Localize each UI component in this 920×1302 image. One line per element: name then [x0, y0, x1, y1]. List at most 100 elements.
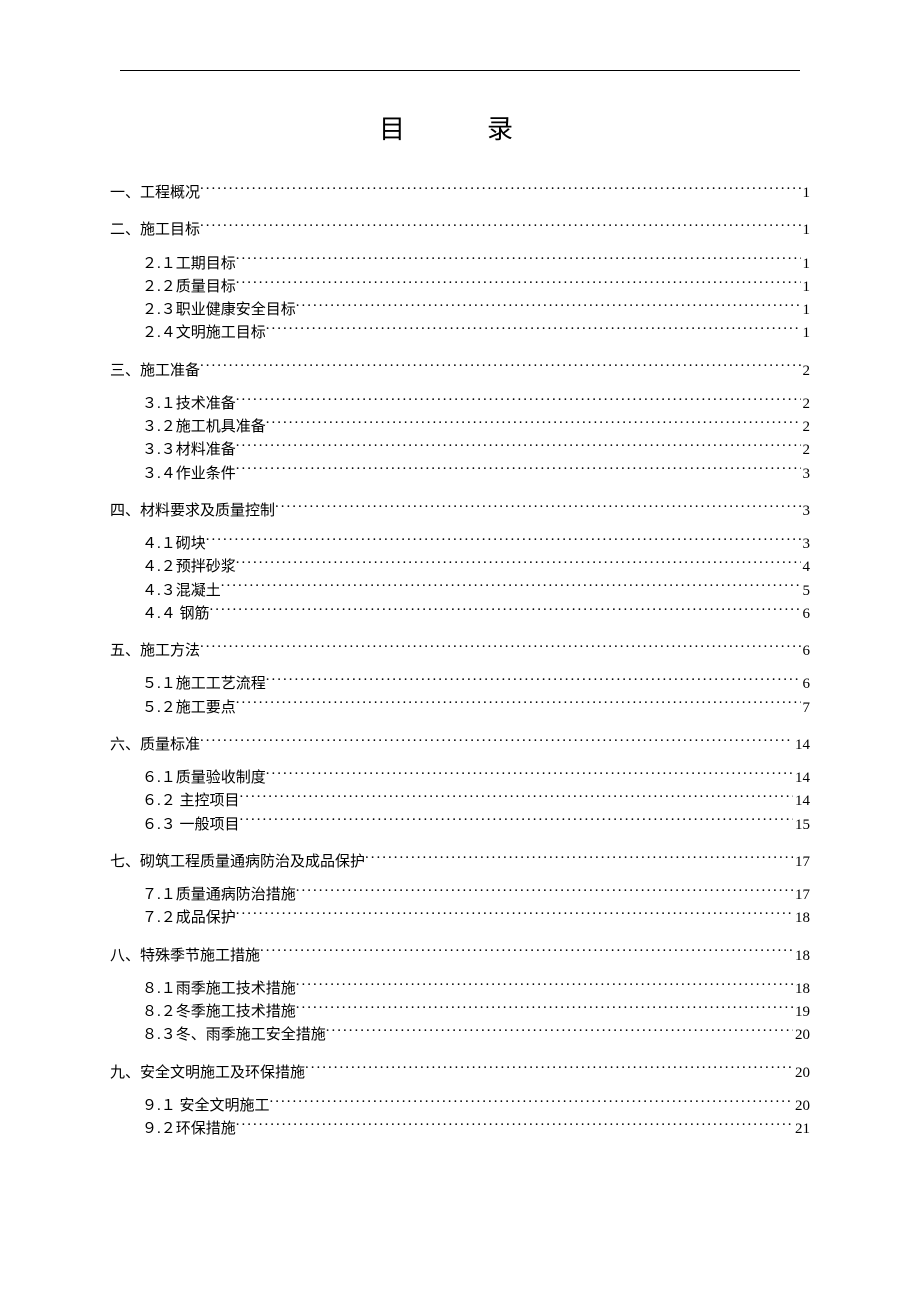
toc-entry-page: 3 [801, 533, 811, 556]
toc-entry-l1-5: 六、质量标准 14 [110, 734, 810, 757]
toc-entry-l1-4: 五、施工方法 6 [110, 640, 810, 663]
toc-leader-dots [236, 1118, 793, 1133]
toc-entry-label: ４.２预拌砂浆 [142, 556, 236, 579]
toc-subsection-group: ６.１质量验收制度14６.２ 主控项目14６.３ 一般项目15 [110, 767, 810, 837]
toc-entry-l2-2-2: ３.３材料准备 2 [110, 439, 810, 462]
toc-entry-l2-3-1: ４.２预拌砂浆 4 [110, 556, 810, 579]
toc-entry-label: ８.１雨季施工技术措施 [142, 978, 296, 1001]
toc-entry-label: 六、质量标准 [110, 734, 200, 757]
toc-entry-page: 6 [801, 640, 811, 663]
toc-section: 一、工程概况1 [110, 182, 810, 205]
toc-entry-l2-7-0: ８.１雨季施工技术措施 18 [110, 978, 810, 1001]
toc-entry-page: 2 [801, 439, 811, 462]
toc-entry-label: ４.３混凝土 [142, 580, 221, 603]
toc-entry-page: 20 [793, 1095, 810, 1118]
toc-entry-l1-2: 三、施工准备2 [110, 360, 810, 383]
toc-entry-label: ６.３ 一般项目 [142, 814, 240, 837]
toc-entry-l2-7-1: ８.２冬季施工技术措施19 [110, 1001, 810, 1024]
toc-section: 八、特殊季节施工措施18８.１雨季施工技术措施18８.２冬季施工技术措施19８.… [110, 945, 810, 1048]
toc-entry-page: 7 [801, 697, 811, 720]
toc-entry-label: ３.２施工机具准备 [142, 416, 266, 439]
toc-entry-l2-3-3: ４.４ 钢筋6 [110, 603, 810, 626]
toc-entry-label: ９.１ 安全文明施工 [142, 1095, 270, 1118]
toc-entry-label: ３.４作业条件 [142, 463, 236, 486]
toc-entry-label: ７.２成品保护 [142, 907, 236, 930]
toc-section: 七、砌筑工程质量通病防治及成品保护17７.１质量通病防治措施17７.２成品保护1… [110, 851, 810, 931]
toc-entry-label: 四、材料要求及质量控制 [110, 500, 275, 523]
toc-entry-page: 17 [793, 884, 810, 907]
toc-leader-dots [210, 603, 801, 618]
toc-entry-label: ７.１质量通病防治措施 [142, 884, 296, 907]
toc-entry-page: 15 [793, 814, 810, 837]
toc-entry-l2-1-1: ２.２质量目标1 [110, 276, 810, 299]
toc-leader-dots [236, 439, 801, 454]
toc-leader-dots [236, 393, 801, 408]
header-rule [120, 70, 800, 71]
toc-leader-dots [200, 182, 800, 197]
toc-entry-page: 1 [801, 182, 811, 205]
toc-leader-dots [240, 814, 793, 829]
toc-entry-page: 6 [801, 673, 811, 696]
toc-subsection-group: ４.１砌块 3 ４.２预拌砂浆 4 ４.３混凝土 5４.４ 钢筋6 [110, 533, 810, 626]
toc-leader-dots [365, 851, 793, 866]
toc-entry-label: ３.１技术准备 [142, 393, 236, 416]
toc-entry-page: 19 [793, 1001, 810, 1024]
toc-subsection-group: ９.１ 安全文明施工20９.２环保措施21 [110, 1095, 810, 1142]
toc-entry-page: 4 [801, 556, 811, 579]
toc-entry-page: 20 [793, 1024, 810, 1047]
toc-entry-l1-6: 七、砌筑工程质量通病防治及成品保护17 [110, 851, 810, 874]
toc-entry-page: 2 [801, 416, 811, 439]
toc-entry-l2-2-0: ３.１技术准备 2 [110, 393, 810, 416]
toc-entry-page: 14 [793, 767, 810, 790]
toc-leader-dots [326, 1024, 793, 1039]
toc-entry-label: 三、施工准备 [110, 360, 200, 383]
toc-entry-page: 5 [801, 580, 811, 603]
toc-leader-dots [296, 1001, 793, 1016]
toc-leader-dots [221, 580, 801, 595]
toc-leader-dots [236, 276, 801, 291]
toc-entry-label: ９.２环保措施 [142, 1118, 236, 1141]
toc-entry-l2-6-0: ７.１质量通病防治措施 17 [110, 884, 810, 907]
toc-entry-page: 14 [793, 734, 810, 757]
toc-entry-page: 1 [801, 322, 811, 345]
toc-entry-label: ８.３冬、雨季施工安全措施 [142, 1024, 326, 1047]
toc-section: 三、施工准备2３.１技术准备2３.２施工机具准备2３.３材料准备2３.４作业条件… [110, 360, 810, 486]
toc-entry-label: ５.２施工要点 [142, 697, 236, 720]
toc-entry-l2-3-2: ４.３混凝土 5 [110, 580, 810, 603]
toc-leader-dots [236, 463, 801, 478]
toc-leader-dots [260, 945, 793, 960]
toc-subsection-group: ２.１工期目标1２.２质量目标1２.３职业健康安全目标1２.４文明施工目标1 [110, 253, 810, 346]
toc-entry-label: ２.３职业健康安全目标 [142, 299, 296, 322]
toc-entry-l2-2-3: ３.４作业条件3 [110, 463, 810, 486]
toc-leader-dots [200, 360, 800, 375]
toc-title: 目 录 [110, 109, 810, 146]
toc-subsection-group: ８.１雨季施工技术措施 18８.２冬季施工技术措施19８.３冬、雨季施工安全措施 2… [110, 978, 810, 1048]
toc-entry-l2-6-1: ７.２成品保护18 [110, 907, 810, 930]
toc-entry-page: 18 [793, 978, 810, 1001]
toc-section: 六、质量标准14６.１质量验收制度14６.２ 主控项目14６.３ 一般项目15 [110, 734, 810, 837]
toc-entry-label: ２.４文明施工目标 [142, 322, 266, 345]
toc-entry-label: 九、安全文明施工及环保措施 [110, 1062, 305, 1085]
toc-entry-label: 八、特殊季节施工措施 [110, 945, 260, 968]
toc-leader-dots [236, 253, 801, 268]
toc-entry-label: ６.２ 主控项目 [142, 790, 240, 813]
toc-entry-page: 17 [793, 851, 810, 874]
toc-entry-page: 1 [801, 253, 811, 276]
toc-entry-label: ３.３材料准备 [142, 439, 236, 462]
toc-entry-label: ４.１砌块 [142, 533, 206, 556]
toc-entry-label: ２.２质量目标 [142, 276, 236, 299]
toc-entry-label: 二、施工目标 [110, 219, 200, 242]
table-of-contents: 一、工程概况1二、施工目标1２.１工期目标1２.２质量目标1２.３职业健康安全目… [110, 182, 810, 1141]
toc-entry-l2-8-0: ９.１ 安全文明施工 20 [110, 1095, 810, 1118]
toc-entry-label: ４.４ 钢筋 [142, 603, 210, 626]
toc-subsection-group: ７.１质量通病防治措施 17７.２成品保护18 [110, 884, 810, 931]
toc-entry-page: 2 [801, 393, 811, 416]
toc-section: 四、材料要求及质量控制 3４.１砌块 3 ４.２预拌砂浆 4 ４.３混凝土 5４.４ 钢筋6 [110, 500, 810, 626]
toc-entry-page: 18 [793, 945, 810, 968]
toc-entry-page: 1 [801, 299, 811, 322]
toc-entry-label: 五、施工方法 [110, 640, 200, 663]
toc-entry-l2-3-0: ４.１砌块 3 [110, 533, 810, 556]
toc-entry-page: 20 [793, 1062, 810, 1085]
toc-leader-dots [266, 322, 801, 337]
toc-entry-page: 14 [793, 790, 810, 813]
